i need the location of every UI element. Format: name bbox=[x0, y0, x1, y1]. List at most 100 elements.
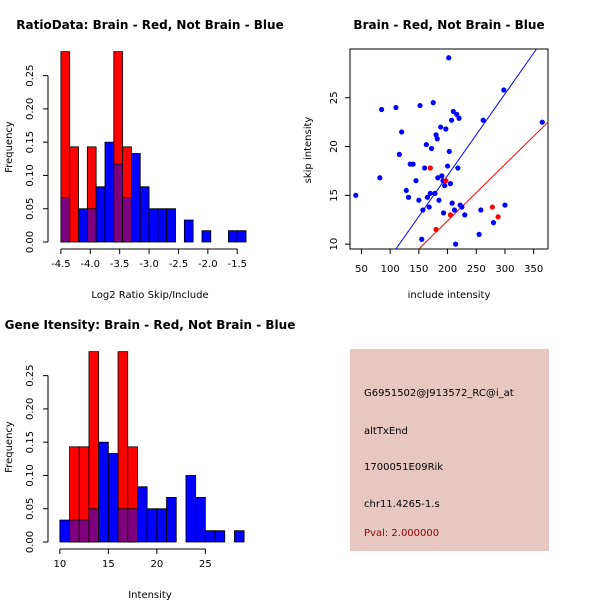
intensity-histogram-not-brain-bar bbox=[146, 508, 158, 543]
not-brain-point bbox=[446, 148, 452, 155]
ratio-histogram-not-brain-bar bbox=[113, 163, 124, 243]
not-brain-point bbox=[434, 136, 440, 142]
ratio-histogram-not-brain-bar bbox=[157, 208, 168, 243]
not-brain-point bbox=[459, 204, 465, 210]
scatter-xlabel: include intensity bbox=[408, 290, 491, 301]
ratio-histogram-x-tick-label: -1.5 bbox=[227, 259, 247, 270]
brain-point bbox=[443, 178, 449, 184]
intensity-histogram-not-brain-bar bbox=[127, 508, 138, 543]
not-brain-point bbox=[396, 151, 402, 157]
gene-name-text: 1700051E09Rik bbox=[364, 462, 443, 473]
ratio-histogram-ylabel: Frequency bbox=[4, 121, 15, 173]
intensity-histogram-not-brain-bar bbox=[107, 453, 119, 543]
scatter-fit-lines bbox=[395, 48, 549, 250]
scatter-x-tick-label: 200 bbox=[438, 264, 457, 275]
not-brain-point bbox=[439, 173, 445, 179]
not-brain-fit-line bbox=[395, 48, 537, 250]
not-brain-point bbox=[410, 161, 416, 167]
not-brain-point bbox=[399, 129, 405, 135]
not-brain-point bbox=[447, 181, 454, 187]
not-brain-point bbox=[443, 126, 449, 132]
scatter-axes: 50 100 150 200 250 300 350 10 15 20 25 bbox=[329, 91, 543, 275]
not-brain-point bbox=[353, 192, 359, 198]
ratio-histogram-not-brain-bar bbox=[95, 186, 106, 243]
not-brain-point bbox=[422, 165, 428, 171]
not-brain-point bbox=[476, 231, 482, 237]
ratio-histogram-y-tick-label: 0.05 bbox=[25, 198, 36, 220]
not-brain-point bbox=[423, 142, 429, 148]
scatter-title: Brain - Red, Not Brain - Blue bbox=[353, 18, 544, 32]
scatter-ylabel: skip intensity bbox=[303, 117, 314, 184]
not-brain-point bbox=[444, 163, 451, 169]
not-brain-point bbox=[438, 124, 444, 130]
intensity-histogram-panel: Gene Itensity: Brain - Red, Not Brain - … bbox=[4, 318, 295, 600]
ratio-histogram-x-tick-label: -3.0 bbox=[139, 259, 159, 270]
not-brain-point bbox=[456, 115, 462, 121]
ratio-histogram-panel: RatioData: Brain - Red, Not Brain - Blue… bbox=[4, 18, 284, 301]
not-brain-point bbox=[442, 182, 448, 189]
scatter-y-tick-label: 15 bbox=[329, 189, 340, 202]
intensity-histogram-not-brain-bar bbox=[137, 486, 148, 543]
intensity-histogram-not-brain-bar bbox=[59, 519, 70, 543]
ratio-histogram-y-tick-label: 0.20 bbox=[25, 98, 36, 120]
intensity-histogram-not-brain-bar bbox=[78, 519, 90, 543]
intensity-histogram-not-brain-bar bbox=[156, 508, 167, 543]
brain-point bbox=[433, 226, 439, 233]
scatter-y-tick-label: 10 bbox=[329, 238, 340, 251]
not-brain-point bbox=[478, 207, 484, 213]
not-brain-point bbox=[427, 190, 433, 196]
ratio-histogram-not-brain-bar bbox=[183, 219, 194, 243]
brain-point bbox=[495, 214, 501, 220]
intensity-scatter-panel: Brain - Red, Not Brain - Blue include in… bbox=[303, 18, 549, 301]
not-brain-point bbox=[454, 111, 460, 117]
ratio-histogram-y-tick-label: 0.15 bbox=[25, 131, 36, 153]
not-brain-point bbox=[424, 194, 431, 200]
intensity-histogram-x-tick-label: 20 bbox=[150, 559, 163, 570]
intensity-histogram-not-brain-bar bbox=[166, 497, 177, 543]
scatter-x-tick-label: 300 bbox=[495, 264, 514, 275]
not-brain-point bbox=[435, 175, 441, 181]
ratio-histogram-not-brain-bar bbox=[60, 197, 71, 243]
intensity-histogram-not-brain-bar bbox=[88, 508, 100, 543]
ratio-histogram-not-brain-bar bbox=[122, 197, 132, 243]
ratio-histogram-not-brain-bar bbox=[104, 141, 115, 243]
not-brain-point bbox=[430, 100, 436, 106]
intensity-histogram-y-tick-label: 0.00 bbox=[25, 531, 36, 553]
ratio-histogram-not-brain-bar bbox=[131, 153, 141, 243]
event-type-text: altTxEnd bbox=[364, 426, 408, 437]
not-brain-point bbox=[453, 241, 459, 247]
ratio-histogram-x-tick-label: -3.5 bbox=[110, 259, 130, 270]
ratio-histogram-not-brain-bar bbox=[166, 208, 176, 243]
not-brain-point bbox=[378, 106, 385, 113]
ratio-histogram-axes: -4.5 -4.0 -3.5 -3.0 -2.5 -2.0 -1.5 0.00 0.05 0.10… bbox=[25, 64, 247, 270]
intensity-histogram-xlabel: Intensity bbox=[128, 590, 172, 600]
info-panel-background bbox=[350, 349, 549, 551]
not-brain-point bbox=[501, 87, 507, 93]
not-brain-point bbox=[417, 102, 423, 109]
not-brain-point bbox=[426, 204, 432, 210]
not-brain-point bbox=[403, 187, 409, 194]
not-brain-point bbox=[393, 104, 399, 111]
not-brain-point bbox=[440, 210, 447, 216]
not-brain-point bbox=[416, 197, 422, 203]
not-brain-point bbox=[455, 165, 461, 171]
ratio-histogram-x-tick-label: -2.0 bbox=[198, 259, 218, 270]
intensity-histogram-not-brain-bar bbox=[98, 441, 109, 543]
not-brain-point bbox=[462, 212, 468, 218]
ratio-histogram-xlabel: Log2 Ratio Skip/Include bbox=[91, 290, 208, 301]
ratio-histogram-not-brain-bar bbox=[228, 230, 238, 243]
intensity-histogram-ylabel: Frequency bbox=[4, 421, 15, 473]
intensity-histogram-not-brain-bar bbox=[234, 530, 245, 543]
ratio-histogram-x-tick-label: -4.0 bbox=[81, 259, 101, 270]
not-brain-point bbox=[446, 55, 452, 61]
intensity-histogram-axes: 10 15 20 25 0.00 0.05 0.10 0.15 0.20 0.25 bbox=[25, 364, 212, 570]
pval-text: Pval: 2.000000 bbox=[364, 528, 439, 539]
not-brain-point bbox=[449, 200, 455, 206]
intensity-histogram-y-tick-label: 0.05 bbox=[25, 498, 36, 520]
scatter-plot-frame bbox=[349, 48, 549, 250]
intensity-histogram-title: Gene Itensity: Brain - Red, Not Brain - … bbox=[5, 318, 296, 332]
not-brain-point bbox=[539, 119, 545, 125]
scatter-x-tick-label: 150 bbox=[409, 264, 428, 275]
ratio-histogram-not-brain-bar bbox=[86, 208, 97, 243]
